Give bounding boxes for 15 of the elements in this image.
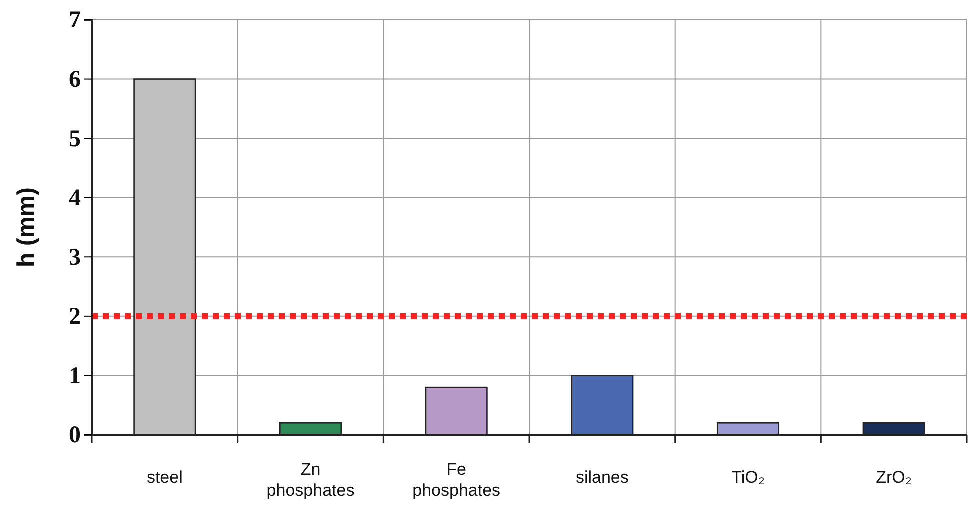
x-tick-label: silanes xyxy=(576,468,629,487)
y-tick-label: 4 xyxy=(69,186,81,212)
x-tick-label: Fe phosphates xyxy=(412,460,501,500)
x-tick-label: Zn phosphates xyxy=(266,460,355,500)
y-tick-label: 2 xyxy=(69,304,81,330)
y-tick-label: 3 xyxy=(69,244,81,271)
y-tick-label: 6 xyxy=(69,66,81,93)
y-tick-label: 0 xyxy=(69,422,81,449)
y-tick-label: 5 xyxy=(69,126,81,152)
x-tick-label: TiO₂ xyxy=(732,468,765,487)
y-tick-label: 1 xyxy=(69,363,81,390)
x-tick-label: ZrO₂ xyxy=(876,468,912,487)
x-tick-label: steel xyxy=(146,468,183,487)
y-axis-title: h (mm) xyxy=(13,188,40,268)
y-tick-label: 7 xyxy=(69,8,81,34)
